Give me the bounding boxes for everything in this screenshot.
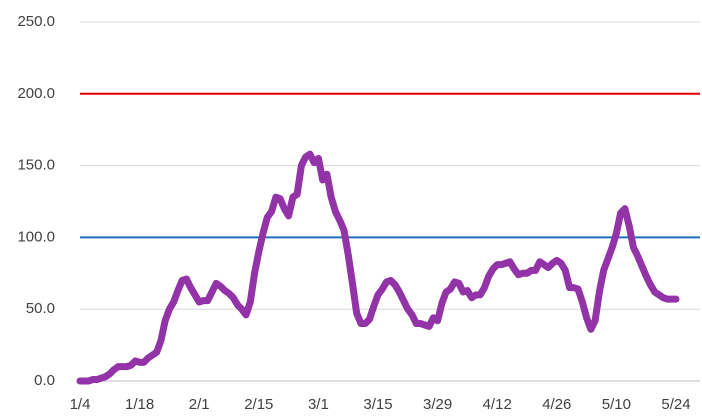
x-tick-label: 3/29 bbox=[423, 396, 452, 413]
x-tick-label: 1/4 bbox=[70, 396, 91, 413]
x-tick-label: 3/1 bbox=[308, 396, 329, 413]
x-tick-label: 2/1 bbox=[189, 396, 210, 413]
y-tick-label: 250.0 bbox=[17, 13, 55, 30]
x-tick-label: 4/26 bbox=[542, 396, 571, 413]
x-tick-label: 4/12 bbox=[483, 396, 512, 413]
x-tick-label: 2/15 bbox=[244, 396, 273, 413]
y-tick-label: 200.0 bbox=[17, 85, 55, 102]
x-tick-label: 1/18 bbox=[125, 396, 154, 413]
x-tick-label: 3/15 bbox=[363, 396, 392, 413]
y-tick-label: 150.0 bbox=[17, 157, 55, 174]
line-series bbox=[76, 150, 680, 385]
y-tick-label: 100.0 bbox=[17, 228, 55, 245]
y-tick-label: 0.0 bbox=[34, 372, 55, 389]
y-tick-label: 50.0 bbox=[26, 300, 55, 317]
x-tick-label: 5/24 bbox=[661, 396, 690, 413]
x-tick-label: 5/10 bbox=[602, 396, 631, 413]
